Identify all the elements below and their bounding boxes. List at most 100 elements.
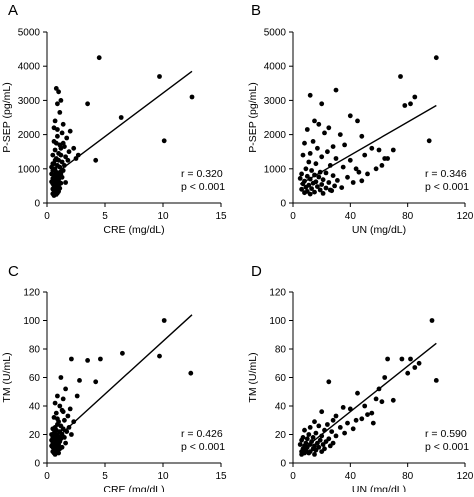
data-point <box>58 145 64 151</box>
regression-line <box>299 342 437 453</box>
data-point <box>350 180 356 185</box>
data-point <box>63 440 68 446</box>
y-tick-label: 0 <box>280 459 286 470</box>
data-point <box>313 161 319 167</box>
data-point <box>347 113 353 119</box>
data-point <box>370 420 376 426</box>
data-point <box>93 379 99 385</box>
data-point <box>93 157 99 163</box>
data-point <box>161 318 167 323</box>
data-point <box>353 417 359 423</box>
data-point <box>303 184 309 190</box>
x-axis-title: CRE (mg/dL) <box>103 224 164 236</box>
data-point <box>330 173 336 179</box>
data-point <box>402 103 408 108</box>
regression-line <box>52 70 193 177</box>
data-point <box>347 157 353 163</box>
data-point <box>316 444 322 450</box>
data-point <box>49 443 54 449</box>
data-point <box>333 413 339 419</box>
x-axis-title: UN (mg/dL) <box>352 484 406 492</box>
data-point <box>339 185 345 191</box>
data-point <box>362 152 368 158</box>
x-tick-label: 80 <box>402 471 414 482</box>
data-point <box>297 176 303 181</box>
data-point <box>323 170 329 176</box>
data-point <box>310 180 316 186</box>
data-point <box>405 370 411 376</box>
data-point <box>317 187 323 193</box>
data-point <box>299 186 304 192</box>
data-point <box>65 157 71 163</box>
panel-b: B 0 1000 2000 3000 4000 5000 0 40 80 120 UN (mg/dL)… <box>247 2 474 236</box>
data-point <box>58 375 64 380</box>
y-axis-title: TM (U/mL) <box>247 352 259 402</box>
data-point <box>307 191 313 197</box>
data-point <box>342 142 347 148</box>
data-point <box>58 98 64 103</box>
data-point <box>325 422 330 427</box>
data-point <box>51 193 57 198</box>
y-tick-label: 1000 <box>264 164 287 175</box>
data-point <box>319 154 325 160</box>
data-point <box>66 149 72 155</box>
data-point <box>59 130 65 136</box>
y-tick-label: 2000 <box>264 130 287 141</box>
stat-p: p < 0.001 <box>425 441 469 453</box>
data-point <box>304 127 310 132</box>
data-point <box>85 101 90 107</box>
data-point <box>385 156 390 161</box>
data-point <box>315 184 320 190</box>
data-point <box>319 449 325 454</box>
data-point <box>310 435 316 440</box>
y-tick-label: 60 <box>275 373 287 384</box>
data-point <box>316 121 322 127</box>
data-point <box>60 409 66 415</box>
x-tick-label: 15 <box>215 211 227 222</box>
data-point <box>369 145 375 151</box>
x-tick-label: 120 <box>457 211 474 222</box>
x-tick-label: 40 <box>345 471 357 482</box>
data-point <box>302 140 307 146</box>
data-point <box>340 164 346 170</box>
y-tick-label: 60 <box>29 373 41 384</box>
data-point <box>327 187 333 193</box>
data-point <box>353 166 359 172</box>
data-point <box>313 447 319 453</box>
data-point <box>320 191 326 196</box>
x-tick-label: 5 <box>102 211 108 222</box>
data-point <box>365 412 370 417</box>
data-point <box>333 433 339 439</box>
data-point <box>85 358 90 363</box>
data-point <box>390 147 396 153</box>
data-point <box>327 443 333 449</box>
data-point <box>312 118 317 124</box>
data-point <box>49 432 54 437</box>
data-point <box>189 94 195 100</box>
data-point <box>412 94 418 100</box>
y-tick-label: 4000 <box>18 62 41 73</box>
data-point <box>118 115 124 120</box>
x-tick-label: 0 <box>44 471 50 482</box>
data-point <box>60 426 66 432</box>
data-point <box>307 151 313 156</box>
data-point <box>49 179 54 185</box>
data-point <box>300 152 306 158</box>
data-point <box>55 127 60 132</box>
data-point <box>333 87 339 93</box>
data-point <box>52 157 58 163</box>
data-point <box>333 156 339 161</box>
y-tick-label: 20 <box>29 430 41 441</box>
data-point <box>63 180 68 185</box>
x-tick-label: 0 <box>44 211 50 222</box>
stat-r: r = 0.320 <box>181 168 223 180</box>
data-point <box>323 185 329 191</box>
data-point <box>57 110 63 115</box>
panel-d: D 0 20 40 60 80 100 120 0 40 80 120 UN (mg/dL) TM (U/… <box>247 263 474 496</box>
data-point <box>50 152 56 158</box>
y-tick-label: 3000 <box>264 96 287 107</box>
data-point <box>433 55 439 61</box>
data-point <box>379 163 385 168</box>
data-point <box>56 89 61 95</box>
